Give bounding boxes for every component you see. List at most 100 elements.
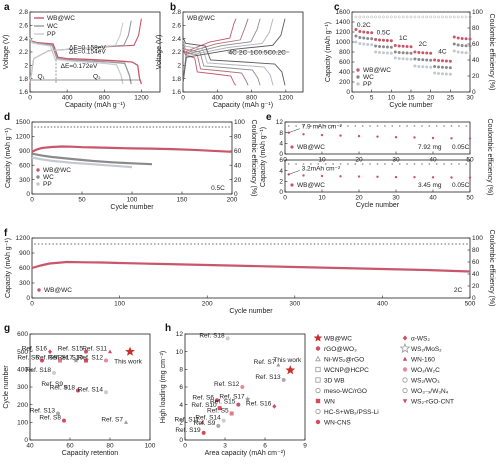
y-axis-label: Voltage (V) [156, 35, 163, 70]
x-tick-label: 400 [377, 301, 388, 308]
y2-tick-label: 100 [234, 119, 245, 126]
y-tick-label: 12 [176, 331, 184, 338]
ce-point [295, 125, 297, 127]
x-tick-label: 500 [465, 301, 476, 308]
ref-point [240, 385, 245, 389]
ce-point [37, 243, 40, 245]
y-tick-label: 0 [24, 437, 28, 444]
data-point [429, 51, 433, 55]
y2-tick-label: 60 [472, 41, 480, 48]
panel-letter-g: g [4, 323, 10, 334]
ref-point [56, 411, 60, 416]
rate-label: 4C [229, 50, 238, 57]
ce-point [354, 15, 358, 19]
x-axis-label: Capacity (mAh g⁻¹) [213, 102, 273, 109]
y-tick-label: 1.8 [19, 76, 28, 83]
ce-point [450, 163, 453, 165]
y2-tick-label: 80 [472, 247, 480, 254]
discharge-curve [29, 37, 124, 85]
ref-label: Ref. S10 [58, 355, 84, 362]
ce-point [208, 126, 211, 128]
ce-point [92, 243, 94, 245]
data-point [370, 31, 374, 35]
ce-point [132, 126, 135, 128]
panel-letter-f: f [4, 228, 8, 239]
ce-point [186, 243, 189, 245]
ref-label: Ref. S5 [35, 355, 57, 362]
ce-point [324, 125, 327, 127]
ce-point [55, 243, 58, 245]
data-point [394, 175, 398, 179]
legend-label: WB@WC [297, 182, 325, 189]
ce-point [70, 126, 73, 128]
ce-point [116, 126, 119, 128]
data-point [362, 30, 366, 34]
ref-point [200, 420, 205, 424]
ce-point [405, 15, 409, 19]
data-point [358, 42, 362, 45]
y-axis-label: Capacity (mAh g⁻¹) [260, 127, 267, 187]
ref-label: Ref. S15 [58, 346, 84, 353]
y2-tick-label: 20 [234, 177, 242, 184]
data-point [357, 175, 361, 178]
ref-point [201, 430, 206, 435]
data-point [444, 72, 448, 76]
data-point [381, 51, 385, 55]
ce-point [191, 126, 194, 128]
y-tick-label: 12 [276, 119, 284, 126]
data-point [397, 57, 401, 60]
ce-point [284, 243, 287, 245]
data-point [417, 58, 421, 61]
x-tick-label: 400 [212, 95, 223, 102]
data-point [452, 49, 456, 53]
ref-label: Ref. S17 [219, 393, 245, 400]
legend-label: WN [324, 398, 335, 405]
ce-point [400, 243, 403, 245]
ce-point [89, 126, 92, 128]
data-point [401, 57, 405, 61]
rate-label: 2C [454, 287, 463, 294]
ce-point [44, 243, 47, 245]
ce-point [241, 243, 243, 245]
data-point [460, 51, 464, 54]
ce-point [342, 243, 345, 245]
y-tick-label: 0 [179, 437, 183, 444]
ce-point [309, 243, 312, 245]
data-point [440, 59, 444, 63]
x-tick-label: 5 [370, 95, 374, 102]
ce-point [193, 243, 196, 245]
ce-point [421, 125, 423, 127]
ce-point [34, 126, 36, 128]
data-point [370, 43, 374, 47]
data-point [370, 37, 374, 41]
ce-point [397, 15, 401, 19]
y2-tick-label: 80 [234, 134, 242, 141]
y-tick-label: 4 [179, 402, 183, 409]
ce-point [335, 243, 338, 245]
data-point [366, 31, 370, 34]
ce-point [153, 243, 156, 245]
y2-tick-label: 40 [234, 162, 242, 169]
y-tick-label: 300 [17, 384, 28, 391]
y-tick-label: 900 [19, 250, 30, 257]
ce-point [287, 163, 290, 165]
y-tick-label: 1500 [16, 119, 31, 126]
data-point [385, 39, 389, 42]
ce-point [357, 243, 359, 245]
legend-label: WS₂/MoS₂ [411, 346, 442, 353]
data-point [413, 136, 416, 139]
ce-point [450, 125, 453, 127]
y2-tick-label: 100 [472, 9, 483, 16]
y-tick-label: 1600 [336, 9, 351, 16]
y-tick-label: 8 [279, 130, 283, 137]
delta-e-label: ΔE=0.172eV [61, 63, 98, 70]
y-tick-label: 6 [179, 384, 183, 391]
y-tick-label: 2.6 [172, 23, 181, 30]
ref-point [104, 390, 108, 395]
legend-label: rGO@WO₃ [324, 346, 357, 353]
ce-point [110, 243, 113, 245]
ce-point [433, 243, 436, 245]
ce-point [139, 126, 142, 128]
ce-point [259, 243, 261, 245]
